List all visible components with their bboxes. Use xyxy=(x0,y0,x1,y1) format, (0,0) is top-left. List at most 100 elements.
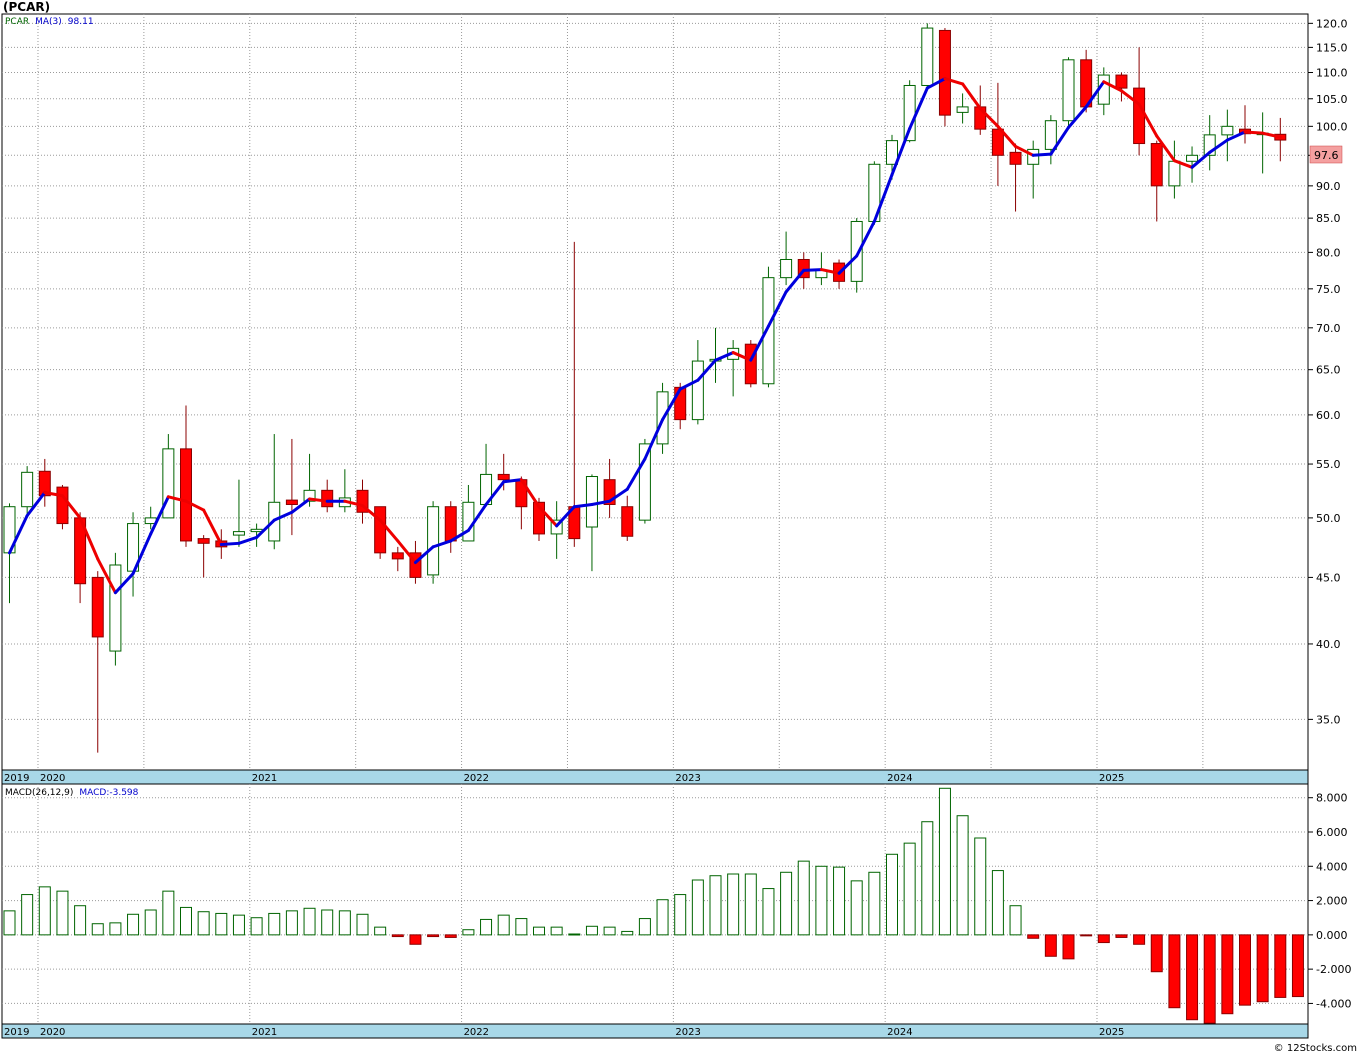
macd-bar xyxy=(886,853,898,936)
ma-segment xyxy=(166,495,188,503)
macd-bar xyxy=(180,906,192,936)
macd-tick-label: -2.000 xyxy=(1316,963,1351,976)
ma-segment xyxy=(1155,134,1176,163)
ma-segment xyxy=(25,490,47,518)
macd-bar xyxy=(1186,934,1199,1021)
ma-segment xyxy=(714,351,735,362)
legend-ticker: PCAR xyxy=(5,17,29,27)
ma-segment xyxy=(784,268,806,294)
ma-segment xyxy=(819,268,841,275)
macd-bar xyxy=(1150,934,1163,973)
macd-bar xyxy=(603,926,616,936)
macd-bar xyxy=(621,930,634,936)
macd-bar xyxy=(1239,934,1251,1006)
candle-body xyxy=(197,538,210,544)
ma-segment xyxy=(308,497,329,503)
candle-body xyxy=(1115,74,1128,89)
ma-segment xyxy=(802,268,823,272)
ma-segment xyxy=(872,173,894,223)
ma-segment xyxy=(449,528,470,543)
ma-segment xyxy=(908,86,929,131)
ma-segment xyxy=(1084,80,1106,109)
macd-tick-label: 8.000 xyxy=(1316,792,1348,805)
ma-segment xyxy=(1172,159,1194,169)
macd-bar xyxy=(1133,934,1146,945)
ma-segment xyxy=(890,127,912,177)
year-label: 2024 xyxy=(887,1027,912,1038)
year-label: 2019 xyxy=(4,1027,29,1038)
ma-segment xyxy=(466,502,488,532)
ma-segment xyxy=(502,478,523,484)
macd-bar xyxy=(391,934,404,938)
macd-gridlines xyxy=(2,784,1308,1024)
macd-bar xyxy=(74,905,87,936)
macd-bar xyxy=(1062,934,1075,960)
macd-bar xyxy=(1221,934,1234,1015)
ma-segment xyxy=(361,504,382,522)
candle-body xyxy=(1027,148,1040,165)
ma-segment xyxy=(378,518,400,543)
macd-bar xyxy=(568,933,581,936)
ma-segment xyxy=(1014,144,1035,157)
ma-segment xyxy=(78,516,100,561)
ma-segment xyxy=(60,494,82,520)
macd-bar xyxy=(162,890,175,936)
ma-segment xyxy=(113,572,135,595)
candle-body xyxy=(250,528,263,533)
macd-bar xyxy=(338,910,351,936)
ma-segment xyxy=(1137,102,1159,138)
ma-segment xyxy=(1049,125,1070,156)
macd-bar xyxy=(515,918,528,936)
price-tag-box xyxy=(1309,145,1343,164)
candle-body xyxy=(762,277,775,385)
macd-bar xyxy=(815,865,828,936)
candle-body xyxy=(991,128,1004,156)
year-label: 2025 xyxy=(1099,1027,1124,1038)
macd-bar xyxy=(850,880,863,936)
ma-segment xyxy=(1067,105,1088,129)
price-tick-label: 45.0 xyxy=(1316,571,1341,584)
macd-bar xyxy=(1009,905,1022,936)
macd-bar xyxy=(215,912,228,936)
year-label: 2020 xyxy=(40,1027,65,1038)
ma-segment xyxy=(766,290,788,328)
ma-segment xyxy=(925,77,947,90)
macd-bar xyxy=(197,911,210,936)
macd-year-axis xyxy=(1,1023,1309,1039)
macd-tick-label: 4.000 xyxy=(1316,860,1348,873)
candle-body xyxy=(674,386,687,421)
candle-body xyxy=(886,140,898,165)
year-label: 2022 xyxy=(464,773,489,784)
legend-ma-value: 98.11 xyxy=(68,17,94,27)
ma3-line xyxy=(8,77,1282,595)
macd-bar xyxy=(868,871,881,936)
ma-segment xyxy=(749,324,770,362)
year-label: 2022 xyxy=(464,1027,489,1038)
price-tick-label: 50.0 xyxy=(1316,512,1341,525)
ma-segment xyxy=(837,254,859,275)
ma-segment xyxy=(431,539,453,549)
macd-bar xyxy=(303,907,316,936)
legend-macd-label: MACD(26,12,9) xyxy=(5,788,73,798)
candle-body xyxy=(391,552,404,560)
ma-segment xyxy=(8,514,29,555)
macd-bar xyxy=(1274,934,1287,998)
ma-segment xyxy=(1119,89,1141,106)
candle-body xyxy=(1044,120,1057,150)
ma-segment xyxy=(590,499,612,506)
candle-body xyxy=(585,476,598,528)
macd-bar xyxy=(497,914,510,936)
price-tick-label: 115.0 xyxy=(1316,41,1348,54)
macd-bar xyxy=(444,934,457,938)
ma-segment xyxy=(343,499,364,508)
macd-bar xyxy=(144,909,157,936)
macd-bar xyxy=(1291,934,1304,998)
ma-segment xyxy=(43,490,64,498)
macd-tick-label: 0.000 xyxy=(1316,929,1348,942)
macd-bar xyxy=(1097,934,1110,944)
year-labels-macd: 2019 2020 2021 2022 2023 2024 2025 xyxy=(4,1027,1124,1038)
ma-segment xyxy=(1243,130,1265,135)
macd-bar xyxy=(656,899,669,936)
macd-bar xyxy=(674,894,687,936)
